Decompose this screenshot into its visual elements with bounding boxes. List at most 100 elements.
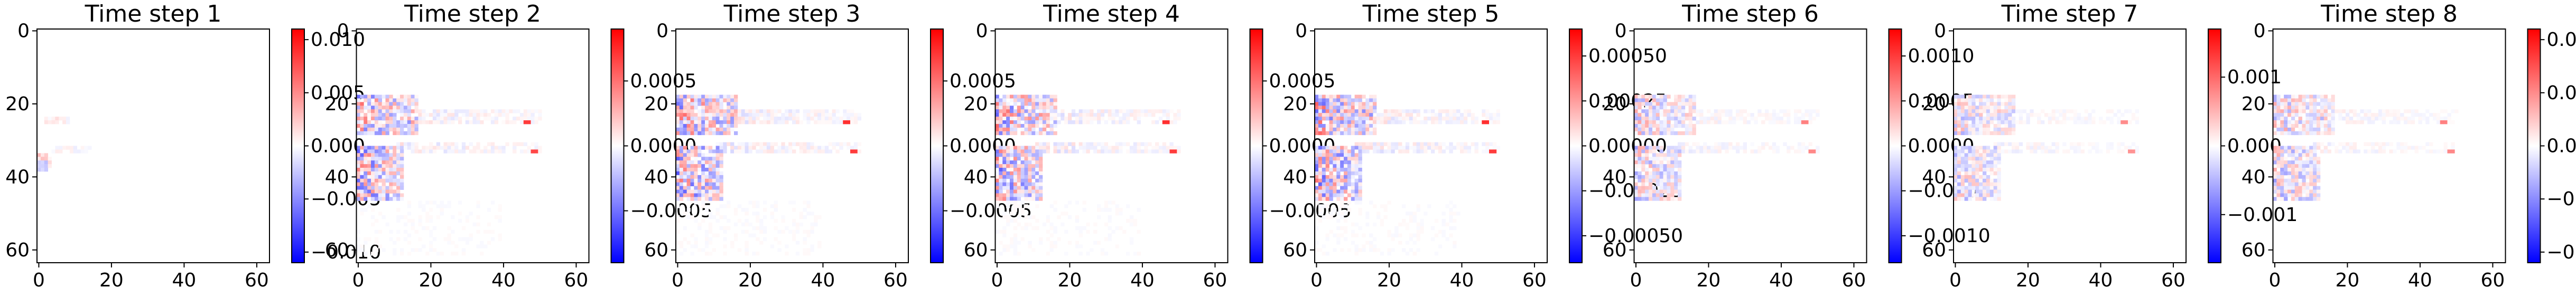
x-tick-label: 20 [1058,270,1082,291]
x-tick-label: 40 [1450,270,1474,291]
colorbar [1888,28,1902,263]
x-tick-label: 60 [1842,270,1866,291]
x-tick-label: 20 [2336,270,2360,291]
y-tick-label: 20 [644,93,668,115]
y-tick-label: 0 [1934,20,1946,42]
colorbar-tick-label: 0.0005 [1269,70,1336,92]
x-tick-label: 20 [1697,270,1721,291]
x-tick-label: 60 [245,270,269,291]
x-tick-label: 60 [1522,270,1547,291]
heatmap-image [1954,94,2140,201]
y-tick-label: 60 [5,239,30,261]
x-tick-label: 0 [33,270,45,291]
colorbar [1569,28,1583,263]
y-tick-label: 0 [17,20,30,42]
y-tick-label: 20 [1283,93,1307,115]
x-tick-label: 0 [1630,270,1642,291]
colorbar [291,28,305,263]
x-tick-label: 0 [1310,270,1323,291]
heatmap-image [1634,94,1820,201]
subplot-title: Time step 4 [1043,1,1180,27]
y-tick-label: 0 [976,20,988,42]
x-tick-label: 60 [2161,270,2186,291]
y-tick-label: 60 [1603,239,1627,261]
y-tick-label: 40 [1603,166,1627,188]
y-tick-label: 40 [644,166,668,188]
y-tick-label: 60 [644,239,668,261]
x-tick-label: 0 [2268,270,2281,291]
axes-frame [36,28,270,263]
x-tick-label: 60 [2481,270,2505,291]
subplot-title: Time step 7 [2001,1,2138,27]
colorbar-tick-label: 0.0005 [630,70,697,92]
colorbar [1249,28,1263,263]
heatmap-image [995,94,1181,256]
colorbar-tick-label: 0.0005 [950,70,1016,92]
x-tick-label: 40 [1769,270,1793,291]
colorbar [2527,28,2541,263]
y-tick-label: 40 [2242,166,2266,188]
y-tick-label: 40 [964,166,988,188]
x-tick-label: 60 [564,270,589,291]
x-tick-label: 20 [738,270,762,291]
colorbar-tick-label: −0.001 [2547,188,2576,210]
colorbar-tick-label: −0.002 [2547,242,2576,263]
y-tick-label: 60 [325,239,349,261]
heatmap-image [2273,94,2459,201]
colorbar-tick-label: 0.001 [2227,66,2282,88]
heatmap-image [676,94,862,256]
x-tick-label: 40 [491,270,516,291]
colorbar [930,28,944,263]
y-tick-label: 0 [1295,20,1307,42]
y-tick-label: 60 [964,239,988,261]
x-tick-label: 0 [1949,270,1961,291]
y-tick-label: 0 [1615,20,1627,42]
colorbar-tick-label: −0.001 [2227,204,2298,226]
colorbar-tick-label: −0.00050 [1588,225,1683,247]
x-tick-label: 20 [99,270,124,291]
colorbar [610,28,625,263]
colorbar-tick-label: −0.010 [311,242,381,263]
colorbar-tick-label: −0.0005 [630,200,713,222]
colorbar-tick-label: 0.000 [2547,136,2576,157]
y-tick-label: 60 [1283,239,1307,261]
subplot-title: Time step 5 [1362,1,1500,27]
y-tick-label: 40 [1283,166,1307,188]
y-tick-label: 20 [325,93,349,115]
x-tick-label: 40 [172,270,197,291]
heatmap-image [37,117,92,172]
axes-frame [675,28,909,263]
axes-frame [994,28,1229,263]
x-tick-label: 60 [1203,270,1227,291]
x-tick-label: 40 [811,270,835,291]
colorbar [2208,28,2221,263]
colorbar-tick-label: 0.00050 [1588,45,1667,67]
y-tick-label: 0 [656,20,668,42]
y-tick-label: 20 [5,93,30,115]
x-tick-label: 40 [2408,270,2432,291]
axes-frame [2272,28,2506,263]
x-tick-label: 20 [419,270,443,291]
subplot-3: Time step 3002020404060600.00050.0000−0.… [644,1,1032,291]
heatmap-image [356,94,542,256]
y-tick-label: 20 [1922,93,1946,115]
x-tick-label: 40 [1130,270,1155,291]
colorbar-tick-label: −0.0010 [1908,225,1991,247]
subplot-2: Time step 2002020404060600.00050.0000−0.… [325,1,713,291]
colorbar-tick-label: −0.0005 [1269,200,1352,222]
y-tick-label: 20 [2242,93,2266,115]
subplot-title: Time step 1 [85,1,222,27]
y-tick-label: 40 [5,166,30,188]
y-tick-label: 40 [1922,166,1946,188]
colorbar-tick-label: 0.0010 [1908,45,1975,67]
colorbar-tick-label: 0.001 [2547,82,2576,104]
y-tick-label: 60 [2242,239,2266,261]
subplot-5: Time step 5002020404060600.000500.000250… [1283,1,1683,291]
heatmap-image [1315,94,1501,256]
y-tick-label: 0 [337,20,349,42]
x-tick-label: 0 [672,270,684,291]
y-tick-label: 0 [2254,20,2266,42]
y-tick-label: 40 [325,166,349,188]
colorbar-tick-label: 0.002 [2547,29,2576,51]
